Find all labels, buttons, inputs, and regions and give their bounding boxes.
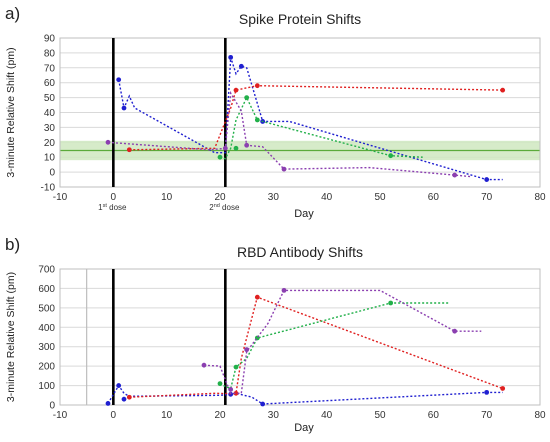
y-tick-label: 400 <box>38 323 55 334</box>
y-tick-label: 0 <box>49 168 55 179</box>
y-axis-label: 3-minute Relative Shift (pm) <box>5 272 17 402</box>
chart-b-rbd-antibody: RBD Antibody Shifts010020030040050060070… <box>5 244 546 434</box>
series-4-point <box>281 287 287 293</box>
y-tick-label: 80 <box>44 48 56 59</box>
y-tick-label: 70 <box>44 63 56 74</box>
series-2-point <box>126 147 132 153</box>
x-axis-label: Day <box>294 422 314 434</box>
series-4-line <box>107 90 471 178</box>
series-2-point <box>233 390 239 396</box>
series-3-point <box>244 95 250 100</box>
x-tick-label: 30 <box>268 410 280 421</box>
series-4-point <box>105 139 111 145</box>
series-1-point <box>484 389 490 395</box>
y-tick-label: 300 <box>38 342 55 353</box>
series-2-point <box>500 87 506 93</box>
x-tick-label: 10 <box>161 192 173 203</box>
series-3-point <box>388 300 394 306</box>
y-tick-label: 60 <box>44 78 56 89</box>
y-tick-label: 50 <box>44 93 56 104</box>
x-tick-label: 30 <box>268 192 280 203</box>
series-4-point <box>452 328 458 334</box>
series-2-line <box>129 84 503 151</box>
series-3-point <box>217 154 223 160</box>
series-4-point <box>228 387 234 392</box>
series-4-point <box>222 145 228 151</box>
series-4-point <box>244 142 250 148</box>
series-1-point <box>116 383 122 388</box>
x-tick-label: -10 <box>53 410 68 421</box>
y-tick-label: 30 <box>44 123 56 134</box>
x-tick-label: 60 <box>428 410 440 421</box>
x-tick-label: 70 <box>481 192 493 203</box>
series-1-point <box>238 63 244 69</box>
panel-b-label: b) <box>5 235 21 254</box>
y-tick-label: 500 <box>38 303 55 314</box>
series-4-point <box>244 347 250 353</box>
x-tick-label: 20 <box>214 410 226 421</box>
series-1-point <box>116 77 122 83</box>
chart-title: RBD Antibody Shifts <box>237 244 363 260</box>
x-tick-label: 60 <box>428 192 440 203</box>
y-tick-label: 40 <box>44 108 56 119</box>
series-3-point <box>254 117 260 123</box>
x-axis-label: Day <box>294 208 314 220</box>
y-tick-label: 600 <box>38 284 55 295</box>
series-4-point <box>452 172 458 178</box>
series-4-point <box>281 166 287 172</box>
series-1-point <box>121 105 127 111</box>
chart-a-spike-protein: Spike Protein Shifts -10 0 10 20 30 40 50 60 70 80… <box>5 11 546 220</box>
series-3-point <box>217 381 223 387</box>
x-tick-label: 40 <box>321 192 333 203</box>
chart-title: Spike Protein Shifts <box>239 11 361 27</box>
y-tick-label: 700 <box>38 265 55 276</box>
x-tick-label: 80 <box>534 192 546 203</box>
x-tick-label: 80 <box>534 410 546 421</box>
series-1-point <box>121 396 127 402</box>
series-1-line <box>118 57 503 181</box>
second-dose-label: 2nd dose <box>209 203 240 212</box>
series-1-point <box>105 401 111 406</box>
series-3-point <box>233 364 239 370</box>
series-2-point <box>254 83 260 89</box>
y-tick-label: 20 <box>44 138 56 149</box>
x-tick-label: 50 <box>374 410 386 421</box>
series-1-point <box>484 177 490 182</box>
plot-frame <box>59 268 541 406</box>
series-2-point <box>126 394 132 400</box>
x-tick-label: 70 <box>481 410 493 421</box>
y-tick-label: 10 <box>44 153 56 164</box>
series-4-line <box>203 289 482 395</box>
panel-a-label: a) <box>5 4 21 23</box>
y-tick-label: 100 <box>38 381 55 392</box>
x-tick-label: 50 <box>374 192 386 203</box>
x-tick-label: 40 <box>321 410 333 421</box>
series-3-point <box>388 153 394 159</box>
series-1-point <box>260 401 266 407</box>
series-1-point <box>228 54 234 60</box>
series-2-point <box>233 87 239 93</box>
x-tick-label: 0 <box>111 410 117 421</box>
y-tick-label: 90 <box>44 34 56 45</box>
x-tick-label: 20 <box>214 192 226 203</box>
plot-frame <box>59 37 541 188</box>
series-2-point <box>254 294 260 300</box>
series-4-point <box>201 362 207 368</box>
x-tick-label: 0 <box>111 192 117 203</box>
first-dose-label: 1st dose <box>98 203 127 212</box>
y-axis-label: 3-minute Relative Shift (pm) <box>5 47 17 177</box>
y-tick-label: -10 <box>41 183 56 194</box>
series-3-point <box>233 145 239 151</box>
y-tick-label: 0 <box>49 401 55 412</box>
x-tick-label: -10 <box>53 192 68 203</box>
x-tick-label: 10 <box>161 410 173 421</box>
y-tick-label: 200 <box>38 362 55 373</box>
series-2-point <box>500 386 506 391</box>
series-3-line <box>219 302 450 390</box>
